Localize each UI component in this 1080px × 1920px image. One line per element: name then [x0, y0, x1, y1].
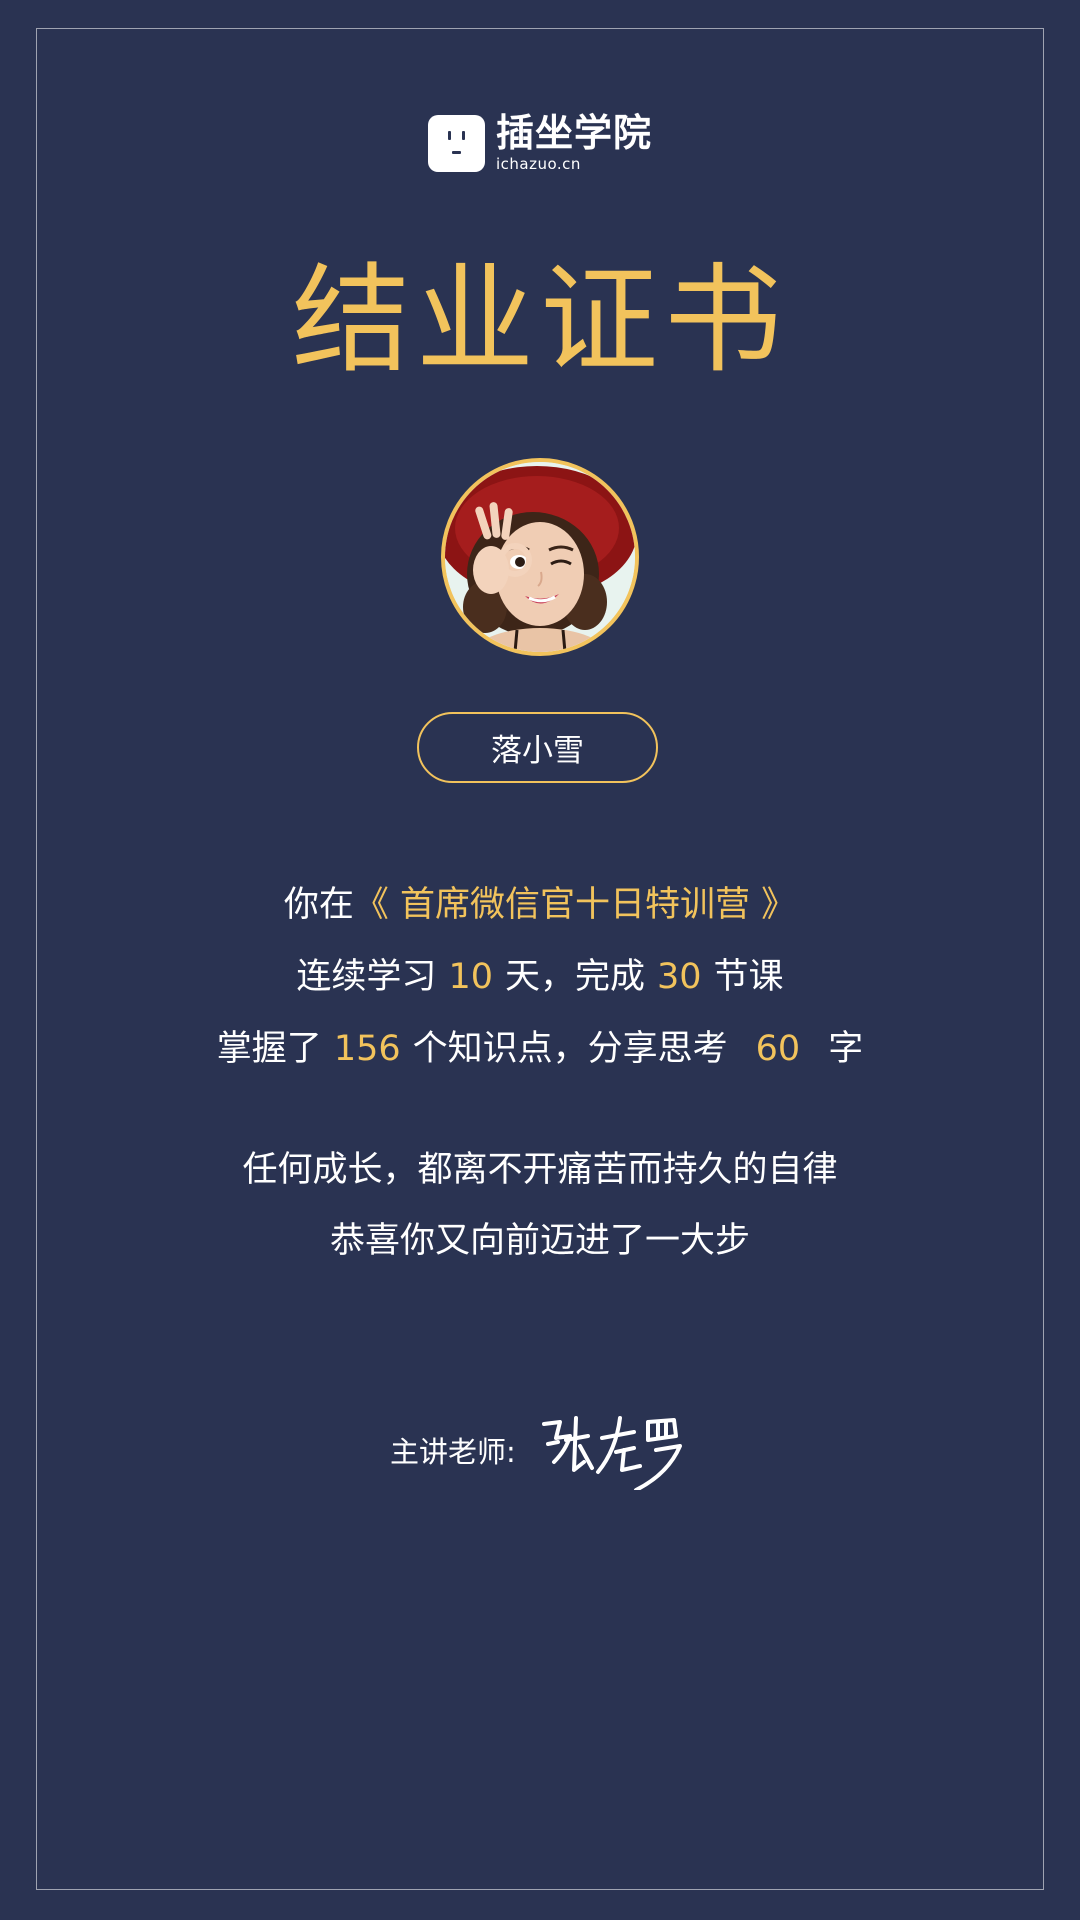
certificate-title: 结业证书: [291, 251, 788, 389]
days-count: 10: [448, 957, 493, 997]
user-avatar: [441, 458, 639, 656]
lessons-count: 30: [657, 957, 702, 997]
points-count: 156: [333, 1029, 401, 1069]
motto-line: 任何成长，都离不开痛苦而持久的自律: [242, 1150, 838, 1190]
brand-domain: ichazuo.cn: [495, 155, 581, 173]
teacher-signature-block: 主讲老师:: [390, 1410, 686, 1490]
course-line: 你在《 首席微信官十日特训营 》: [283, 885, 797, 925]
teacher-label: 主讲老师:: [390, 1435, 516, 1469]
congrats-line: 恭喜你又向前迈进了一大步: [329, 1221, 750, 1261]
certificate-border: [36, 28, 1044, 1890]
brand-logo: 插坐学院 ichazuo.cn: [0, 114, 1080, 172]
study-stats-line: 连续学习 10 天，完成 30 节课: [296, 957, 784, 997]
student-name: 落小雪: [417, 712, 658, 783]
words-count: 60: [755, 1029, 801, 1069]
user-avatar-illustration: [445, 462, 635, 652]
course-name: 《 首席微信官十日特训营 》: [353, 885, 797, 925]
brand-name: 插坐学院: [495, 111, 652, 155]
teacher-signature: [541, 1416, 682, 1490]
knowledge-stats-line: 掌握了 156 个知识点，分享思考 60 字: [216, 1029, 864, 1069]
outlet-face-icon: [427, 114, 485, 172]
